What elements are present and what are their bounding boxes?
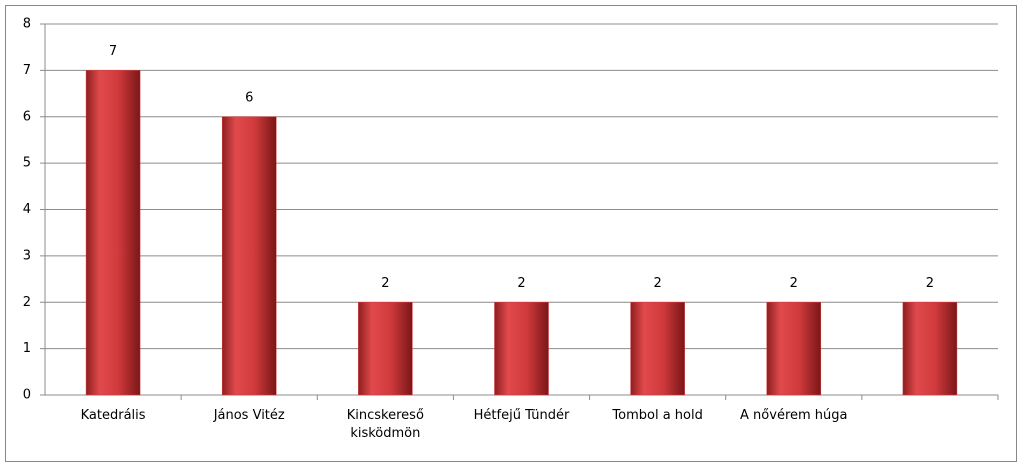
x-tick-label: A nővérem húga <box>740 408 848 423</box>
y-tick-label: 7 <box>23 63 31 78</box>
x-tick-label: Tombol a hold <box>612 408 703 423</box>
y-tick-label: 1 <box>23 341 31 356</box>
data-label: 2 <box>517 276 525 291</box>
x-tick-label: Kincskereső kisködmön <box>346 408 424 441</box>
y-tick-label: 5 <box>23 156 31 171</box>
bar <box>766 302 822 396</box>
chart-border <box>5 5 1017 462</box>
y-tick-label: 0 <box>23 388 31 403</box>
data-label: 2 <box>654 276 662 291</box>
bar <box>358 302 413 396</box>
data-label: 2 <box>381 276 389 291</box>
y-tick-label: 4 <box>23 202 31 217</box>
bar <box>221 116 277 396</box>
y-tick-label: 6 <box>23 109 31 124</box>
data-label: 2 <box>790 276 798 291</box>
bar <box>902 302 958 396</box>
bar <box>630 302 685 396</box>
x-tick-label: Hétfejű Tündér <box>473 408 570 423</box>
data-label: 2 <box>926 276 934 291</box>
bar <box>494 302 549 396</box>
bar <box>85 70 141 396</box>
x-tick-label: Katedrális <box>80 408 146 423</box>
data-label: 6 <box>245 90 253 105</box>
data-label: 7 <box>109 44 117 59</box>
y-tick-label: 2 <box>23 295 31 310</box>
x-tick-label: János Vitéz <box>213 408 285 423</box>
y-tick-label: 8 <box>23 17 31 32</box>
y-tick-label: 3 <box>23 248 31 263</box>
